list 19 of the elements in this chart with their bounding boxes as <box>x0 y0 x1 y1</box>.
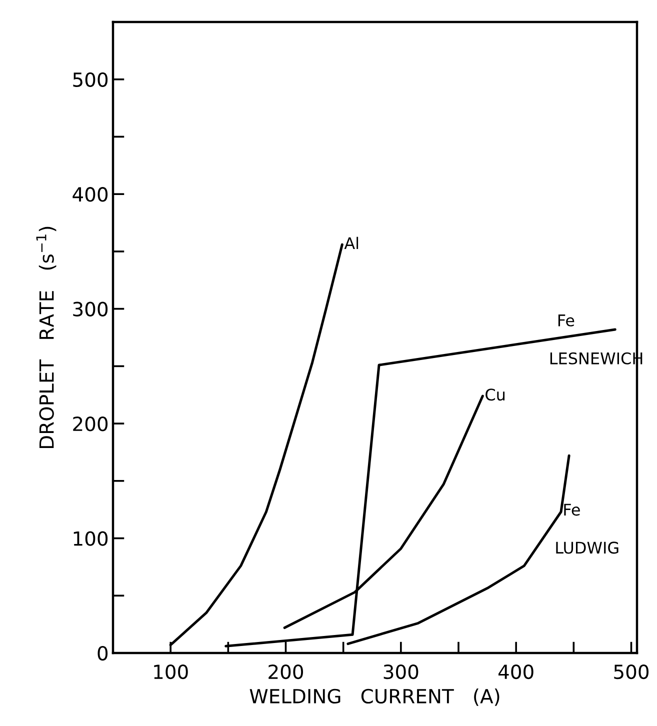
y-tick-label: 300 <box>73 302 108 316</box>
x-axis-title: WELDING CURRENT (A) <box>250 688 500 706</box>
y-axis-title: DROPLET RATE (s$^{−1}$) <box>36 226 56 448</box>
x-tick-label: 100 <box>154 664 188 680</box>
x-tick-label: 400 <box>498 664 534 680</box>
y-tick-label: 500 <box>73 72 108 88</box>
annotation: Al <box>344 236 358 249</box>
x-tick-label: 200 <box>268 664 304 680</box>
y-tick-label: 200 <box>73 416 108 432</box>
annotation: Fe <box>558 314 574 326</box>
y-tick-label: 0 <box>98 646 108 661</box>
annotation: LUDWIG <box>556 542 618 554</box>
line-series <box>283 394 484 630</box>
y-tick-label: 100 <box>74 531 108 546</box>
annotation: Cu <box>486 388 505 401</box>
annotation: Fe <box>564 504 580 516</box>
x-tick-label: 500 <box>614 664 649 680</box>
y-tick-label: 400 <box>72 187 108 202</box>
x-tick-label: 300 <box>384 664 418 680</box>
